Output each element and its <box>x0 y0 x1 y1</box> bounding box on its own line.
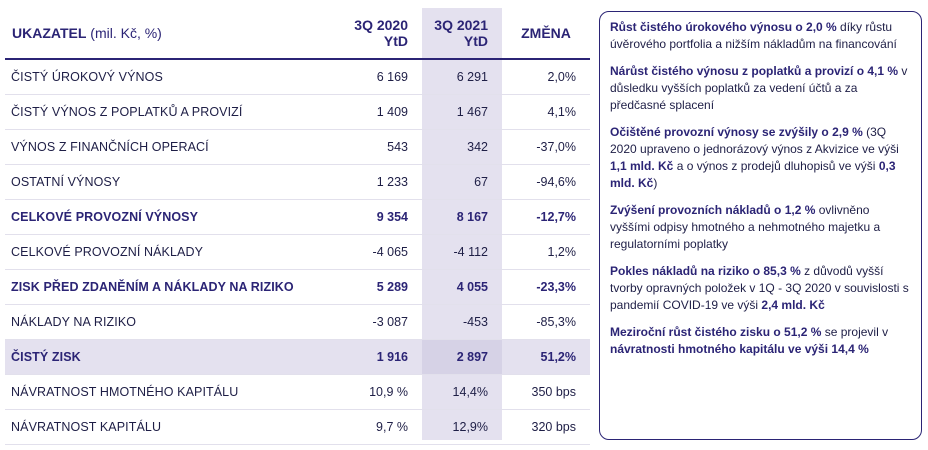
row-value-2020: 1 233 <box>325 164 422 200</box>
note-highlight: Očištěné provozní výnosy se zvýšily o 2,… <box>610 125 863 139</box>
header-3q2020-line1: 3Q 2020 <box>354 17 408 33</box>
row-label: ČISTÝ ÚROKOVÝ VÝNOS <box>5 59 325 95</box>
row-change: -37,0% <box>502 129 590 165</box>
header-indicator: UKAZATEL (mil. Kč, %) <box>5 8 325 60</box>
note-text: ) <box>653 176 658 190</box>
table-row: ČISTÝ ÚROKOVÝ VÝNOS 6 169 6 291 2,0% <box>5 59 590 95</box>
table-row: VÝNOS Z FINANČNÍCH OPERACÍ 543 342 -37,0… <box>5 129 590 165</box>
row-change: 2,0% <box>502 59 590 95</box>
row-label: ČISTÝ ZISK <box>5 339 325 375</box>
row-value-2021: 342 <box>422 129 502 165</box>
table-row: ČISTÝ VÝNOS Z POPLATKŮ A PROVIZÍ 1 409 1… <box>5 94 590 130</box>
row-value-2021: 1 467 <box>422 94 502 130</box>
note-net-profit: Meziroční růst čistého zisku o 51,2 % se… <box>610 324 911 358</box>
header-3q2021-line2: YtD <box>463 33 488 49</box>
row-value-2021: 14,4% <box>422 374 502 410</box>
table-row: NÁVRATNOST KAPITÁLU 9,7 % 12,9% 320 bps <box>5 409 590 445</box>
row-label: OSTATNÍ VÝNOSY <box>5 164 325 200</box>
table-row-subtotal: CELKOVÉ PROVOZNÍ VÝNOSY 9 354 8 167 -12,… <box>5 199 590 235</box>
note-fee-income: Nárůst čistého výnosu z poplatků a provi… <box>610 63 911 114</box>
row-value-2020: -4 065 <box>325 234 422 270</box>
row-value-2021: -453 <box>422 304 502 340</box>
note-text: (3Q 2020 upraveno o jednorázový výnos z … <box>610 125 899 156</box>
note-highlight-amount: 1,1 mld. Kč <box>610 159 674 173</box>
row-value-2020: 9 354 <box>325 199 422 235</box>
row-value-2020: 10,9 % <box>325 374 422 410</box>
row-change: -85,3% <box>502 304 590 340</box>
header-change: ZMĚNA <box>502 8 590 60</box>
table-header-row: UKAZATEL (mil. Kč, %) 3Q 2020 YtD 3Q 2021… <box>5 8 590 60</box>
note-risk-costs: Pokles nákladů na riziko o 85,3 % z důvo… <box>610 263 911 314</box>
row-value-2021: 2 897 <box>422 339 502 375</box>
row-value-2021: -4 112 <box>422 234 502 270</box>
row-value-2021: 4 055 <box>422 269 502 305</box>
header-3q2021: 3Q 2021 YtD <box>422 8 502 60</box>
note-highlight: Zvýšení provozních nákladů o 1,2 % <box>610 203 816 217</box>
header-3q2021-line1: 3Q 2021 <box>434 17 488 33</box>
row-value-2020: 6 169 <box>325 59 422 95</box>
note-text: díky růstu úvěrového portfolia a nižším … <box>610 20 897 51</box>
note-highlight-amount: 0,3 mld. Kč <box>610 159 896 190</box>
header-unit-label: (mil. Kč, %) <box>86 25 162 41</box>
table-row-subtotal: ZISK PŘED ZDANĚNÍM A NÁKLADY NA RIZIKO 5… <box>5 269 590 305</box>
note-highlight: Růst čistého úrokového výnosu o 2,0 % <box>610 20 837 34</box>
row-label: NÁVRATNOST HMOTNÉHO KAPITÁLU <box>5 374 325 410</box>
row-label: ZISK PŘED ZDANĚNÍM A NÁKLADY NA RIZIKO <box>5 269 325 305</box>
note-text: se projevil v <box>821 325 889 339</box>
note-highlight-amount: 2,4 mld. Kč <box>761 298 825 312</box>
row-value-2020: 543 <box>325 129 422 165</box>
row-change: 320 bps <box>502 409 590 445</box>
header-3q2020: 3Q 2020 YtD <box>325 8 422 60</box>
commentary-box: Růst čistého úrokového výnosu o 2,0 % dí… <box>599 11 922 440</box>
row-label: CELKOVÉ PROVOZNÍ NÁKLADY <box>5 234 325 270</box>
row-value-2021: 12,9% <box>422 409 502 445</box>
row-change: -94,6% <box>502 164 590 200</box>
row-label: NÁVRATNOST KAPITÁLU <box>5 409 325 445</box>
row-value-2021: 6 291 <box>422 59 502 95</box>
note-text: ovlivněno vyššími odpisy hmotného a nehm… <box>610 203 881 251</box>
row-label: VÝNOS Z FINANČNÍCH OPERACÍ <box>5 129 325 165</box>
row-label: ČISTÝ VÝNOS Z POPLATKŮ A PROVIZÍ <box>5 94 325 130</box>
row-value-2021: 67 <box>422 164 502 200</box>
note-highlight-amount: návratnosti hmotného kapitálu ve výši 14… <box>610 342 869 356</box>
row-value-2020: 1 916 <box>325 339 422 375</box>
table-row-total: ČISTÝ ZISK 1 916 2 897 51,2% <box>5 339 590 375</box>
row-label: CELKOVÉ PROVOZNÍ VÝNOSY <box>5 199 325 235</box>
row-value-2021: 8 167 <box>422 199 502 235</box>
note-operating-costs: Zvýšení provozních nákladů o 1,2 % ovliv… <box>610 202 911 253</box>
row-value-2020: 1 409 <box>325 94 422 130</box>
note-text: a o výnos z prodejů dluhopisů ve výši <box>673 159 879 173</box>
note-adjusted-revenue: Očištěné provozní výnosy se zvýšily o 2,… <box>610 124 911 192</box>
note-highlight: Nárůst čistého výnosu z poplatků a provi… <box>610 64 899 78</box>
header-indicator-label: UKAZATEL <box>12 25 87 41</box>
financial-table: UKAZATEL (mil. Kč, %) 3Q 2020 YtD 3Q 2021… <box>5 8 590 445</box>
row-value-2020: 9,7 % <box>325 409 422 445</box>
row-change: -23,3% <box>502 269 590 305</box>
header-3q2020-line2: YtD <box>383 33 408 49</box>
note-text: v důsledku vyšších poplatků za vedení úč… <box>610 64 908 112</box>
note-highlight: Pokles nákladů na riziko o 85,3 % <box>610 264 801 278</box>
table-row: NÁVRATNOST HMOTNÉHO KAPITÁLU 10,9 % 14,4… <box>5 374 590 410</box>
row-change: -12,7% <box>502 199 590 235</box>
table-row: CELKOVÉ PROVOZNÍ NÁKLADY -4 065 -4 112 1… <box>5 234 590 270</box>
note-interest-income: Růst čistého úrokového výnosu o 2,0 % dí… <box>610 19 911 53</box>
row-change: 51,2% <box>502 339 590 375</box>
table-row: NÁKLADY NA RIZIKO -3 087 -453 -85,3% <box>5 304 590 340</box>
table-row: OSTATNÍ VÝNOSY 1 233 67 -94,6% <box>5 164 590 200</box>
note-highlight: Meziroční růst čistého zisku o 51,2 % <box>610 325 822 339</box>
row-label: NÁKLADY NA RIZIKO <box>5 304 325 340</box>
row-change: 350 bps <box>502 374 590 410</box>
note-text: z důvodů vyšší tvorby opravných položek … <box>610 264 909 312</box>
financial-table-panel: UKAZATEL (mil. Kč, %) 3Q 2020 YtD 3Q 2021… <box>5 8 590 445</box>
row-value-2020: -3 087 <box>325 304 422 340</box>
row-change: 1,2% <box>502 234 590 270</box>
row-change: 4,1% <box>502 94 590 130</box>
row-value-2020: 5 289 <box>325 269 422 305</box>
